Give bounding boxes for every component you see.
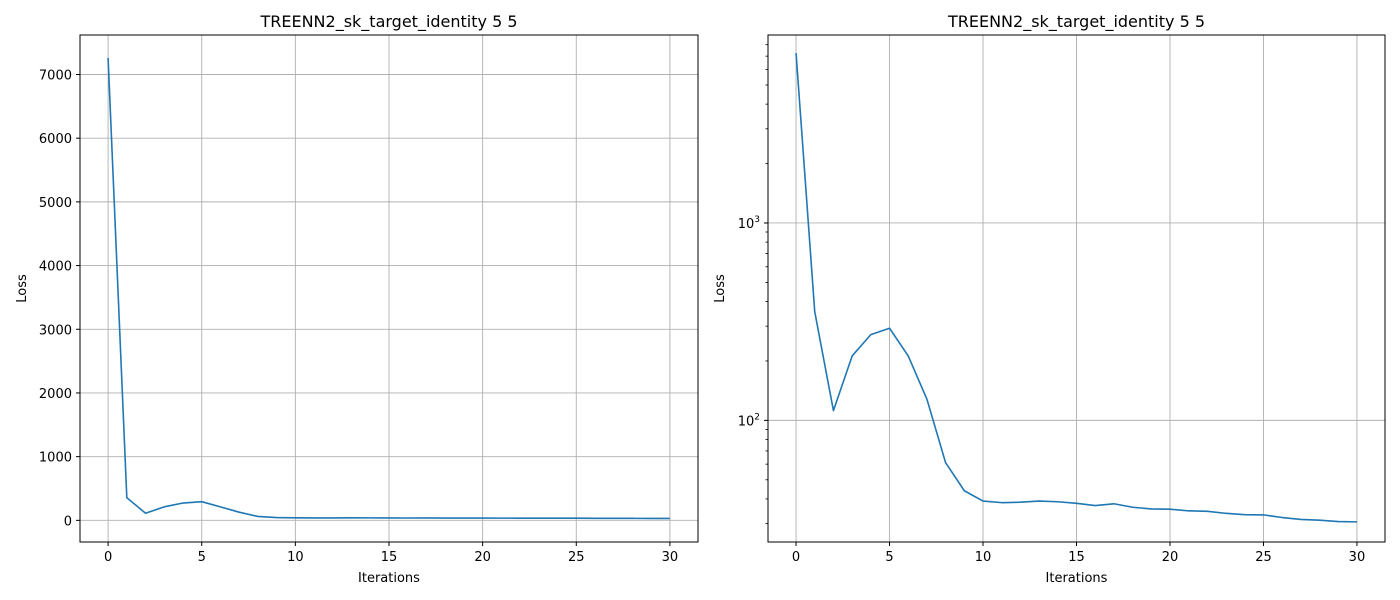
x-tick-label: 15 [1068,550,1085,565]
chart-right: 0 5 10 15 20 25 30 102 103 TREENN2_sk_target_iden… [713,12,1386,586]
y-tick-label: 2000 [39,387,72,402]
x-tick-label: 20 [474,550,491,565]
chart-left: 0 5 10 15 20 25 30 0 1000 2000 3000 4000 5000 6000 700… [15,12,699,586]
y-tick-label: 5000 [39,196,72,211]
chart-title: TREENN2_sk_target_identity 5 5 [947,12,1205,32]
x-tick-label: 10 [975,550,992,565]
y-tick-label: 0 [64,514,72,529]
x-axis-label: Iterations [1046,571,1108,586]
x-tick-label: 25 [1255,550,1272,565]
x-tick-label: 5 [198,550,206,565]
x-tick-label: 10 [287,550,304,565]
y-tick-label: 7000 [39,68,72,83]
x-axis-label: Iterations [358,571,420,586]
y-tick-label: 6000 [39,132,72,147]
x-tick-label: 0 [104,550,112,565]
x-tick-label: 30 [1349,550,1366,565]
x-tick-label: 25 [568,550,585,565]
y-tick-label: 103 [738,215,760,232]
x-tick-label: 5 [885,550,893,565]
x-tick-label: 20 [1162,550,1179,565]
chart-title: TREENN2_sk_target_identity 5 5 [259,12,517,32]
y-axis-label: Loss [713,274,728,303]
x-tick-label: 0 [792,550,800,565]
series-line [795,52,1357,523]
y-tick-label: 3000 [39,323,72,338]
x-tick-label: 30 [662,550,679,565]
y-tick-label: 1000 [39,451,72,466]
y-tick-label: 102 [738,412,760,429]
series-line [107,57,670,520]
x-tick-label: 15 [381,550,398,565]
y-tick-label: 4000 [39,260,72,275]
y-axis-label: Loss [15,274,30,303]
